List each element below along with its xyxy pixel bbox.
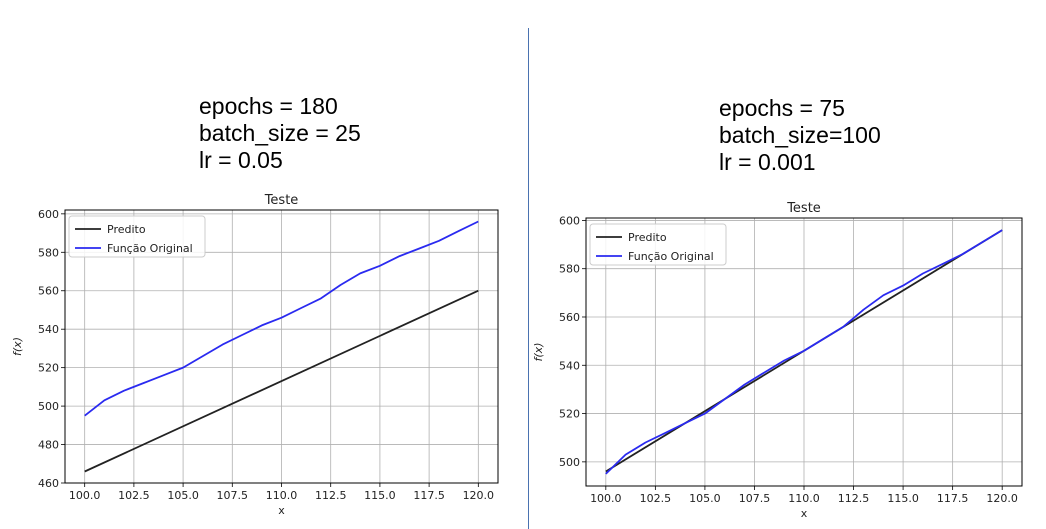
- y-tick-label: 560: [38, 285, 59, 298]
- x-tick-label: 105.0: [689, 492, 721, 505]
- series-line-funcao-original: [84, 220, 479, 417]
- x-axis-label: x: [801, 507, 808, 520]
- x-tick-label: 105.0: [167, 489, 199, 502]
- right-chart: 100.0 102.5 105.0 107.5 110.0 112.5 115.0 117.5…: [532, 201, 1023, 520]
- x-tick-label: 120.0: [463, 489, 495, 502]
- x-tick-label: 112.5: [838, 492, 870, 505]
- chart-title: Teste: [264, 193, 299, 208]
- legend-label: Predito: [628, 231, 667, 244]
- x-tick-label: 117.5: [937, 492, 969, 505]
- x-tick-label: 102.5: [640, 492, 672, 505]
- panel-divider: [528, 28, 529, 529]
- y-axis-label: f(x): [532, 343, 545, 362]
- y-tick-label: 500: [559, 456, 580, 469]
- param-lr: lr = 0.001: [719, 149, 816, 175]
- y-tick-label: 520: [559, 408, 580, 421]
- x-tick-label: 112.5: [315, 489, 347, 502]
- hyperparameters-text: epochs = 180 batch_size = 25 lr = 0.05: [199, 93, 361, 174]
- series-line-predito: [84, 289, 479, 473]
- y-tick-label: 560: [559, 311, 580, 324]
- x-tick-label: 120.0: [986, 492, 1018, 505]
- x-axis-label: x: [278, 504, 285, 517]
- hyperparameters-text: epochs = 75 batch_size=100 lr = 0.001: [719, 95, 881, 176]
- y-tick-label: 500: [38, 400, 59, 413]
- y-tick-label: 600: [559, 214, 580, 227]
- y-tick-label: 540: [559, 359, 580, 372]
- param-batch-size: batch_size = 25: [199, 120, 361, 146]
- y-tick-label: 580: [38, 246, 59, 259]
- x-tick-label: 107.5: [739, 492, 771, 505]
- legend-label: Predito: [107, 223, 146, 236]
- left-experiment-panel: epochs = 180 batch_size = 25 lr = 0.05 1…: [11, 93, 499, 517]
- param-epochs: epochs = 75: [719, 95, 845, 121]
- param-epochs: epochs = 180: [199, 93, 338, 119]
- x-tick-label: 110.0: [266, 489, 298, 502]
- x-tick-label: 117.5: [413, 489, 445, 502]
- y-tick-label: 600: [38, 208, 59, 221]
- y-tick-label: 480: [38, 439, 59, 452]
- y-axis-label: f(x): [11, 337, 24, 356]
- x-tick-label: 115.0: [887, 492, 919, 505]
- y-tick-label: 520: [38, 362, 59, 375]
- param-lr: lr = 0.05: [199, 147, 283, 173]
- right-experiment-panel: epochs = 75 batch_size=100 lr = 0.001 10…: [530, 0, 1046, 529]
- param-batch-size: batch_size=100: [719, 122, 881, 148]
- legend-box: [68, 215, 206, 258]
- legend-label: Função Original: [628, 250, 714, 263]
- y-tick-label: 580: [559, 263, 580, 276]
- x-tick-label: 107.5: [217, 489, 249, 502]
- legend-box: [589, 223, 727, 266]
- chart-title: Teste: [786, 201, 821, 216]
- legend-label: Função Original: [107, 242, 193, 255]
- x-tick-label: 102.5: [118, 489, 150, 502]
- series-line-funcao-original: [605, 229, 1003, 475]
- x-tick-label: 100.0: [69, 489, 101, 502]
- x-tick-label: 110.0: [788, 492, 820, 505]
- left-chart: 100.0 102.5 105.0 107.5 110.0 112.5 115.0 117.5…: [11, 193, 499, 517]
- y-tick-label: 540: [38, 323, 59, 336]
- x-tick-label: 100.0: [590, 492, 622, 505]
- y-tick-label: 460: [38, 477, 59, 490]
- x-tick-label: 115.0: [364, 489, 396, 502]
